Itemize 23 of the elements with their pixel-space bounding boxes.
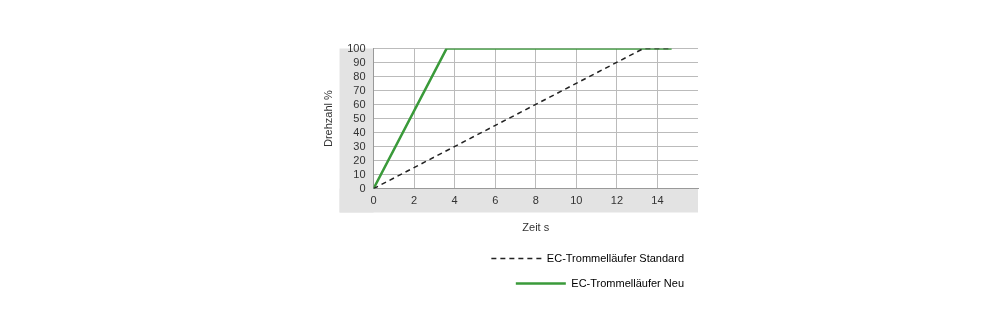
- y-tick-label: 50: [353, 111, 366, 124]
- x-tick-label: 8: [532, 194, 539, 207]
- x-tick-label: 14: [651, 194, 664, 207]
- x-tick-label: 10: [570, 194, 583, 207]
- x-tick-label: 0: [370, 194, 377, 207]
- x-axis-title: Zeit s: [522, 221, 550, 234]
- y-tick-label: 60: [353, 97, 366, 110]
- y-tick-label: 0: [359, 181, 366, 194]
- legend-label: EC-Trommelläufer Standard: [546, 251, 684, 264]
- x-tick-label: 12: [610, 194, 624, 207]
- y-tick-label: 30: [353, 139, 366, 152]
- x-tick-label: 4: [451, 194, 458, 207]
- y-tick-label: 10: [353, 167, 366, 180]
- x-tick-label: 6: [492, 194, 499, 207]
- y-tick-label: 40: [353, 125, 366, 138]
- y-tick-label: 20: [353, 153, 366, 166]
- y-tick-label: 80: [353, 69, 366, 82]
- y-axis-title: Drehzahl %: [321, 89, 334, 148]
- y-tick-label: 100: [347, 41, 366, 54]
- y-tick-label: 70: [353, 83, 366, 96]
- legend-label: EC-Trommelläufer Neu: [571, 276, 685, 289]
- x-tick-label: 2: [411, 194, 418, 207]
- y-tick-label: 90: [353, 55, 366, 68]
